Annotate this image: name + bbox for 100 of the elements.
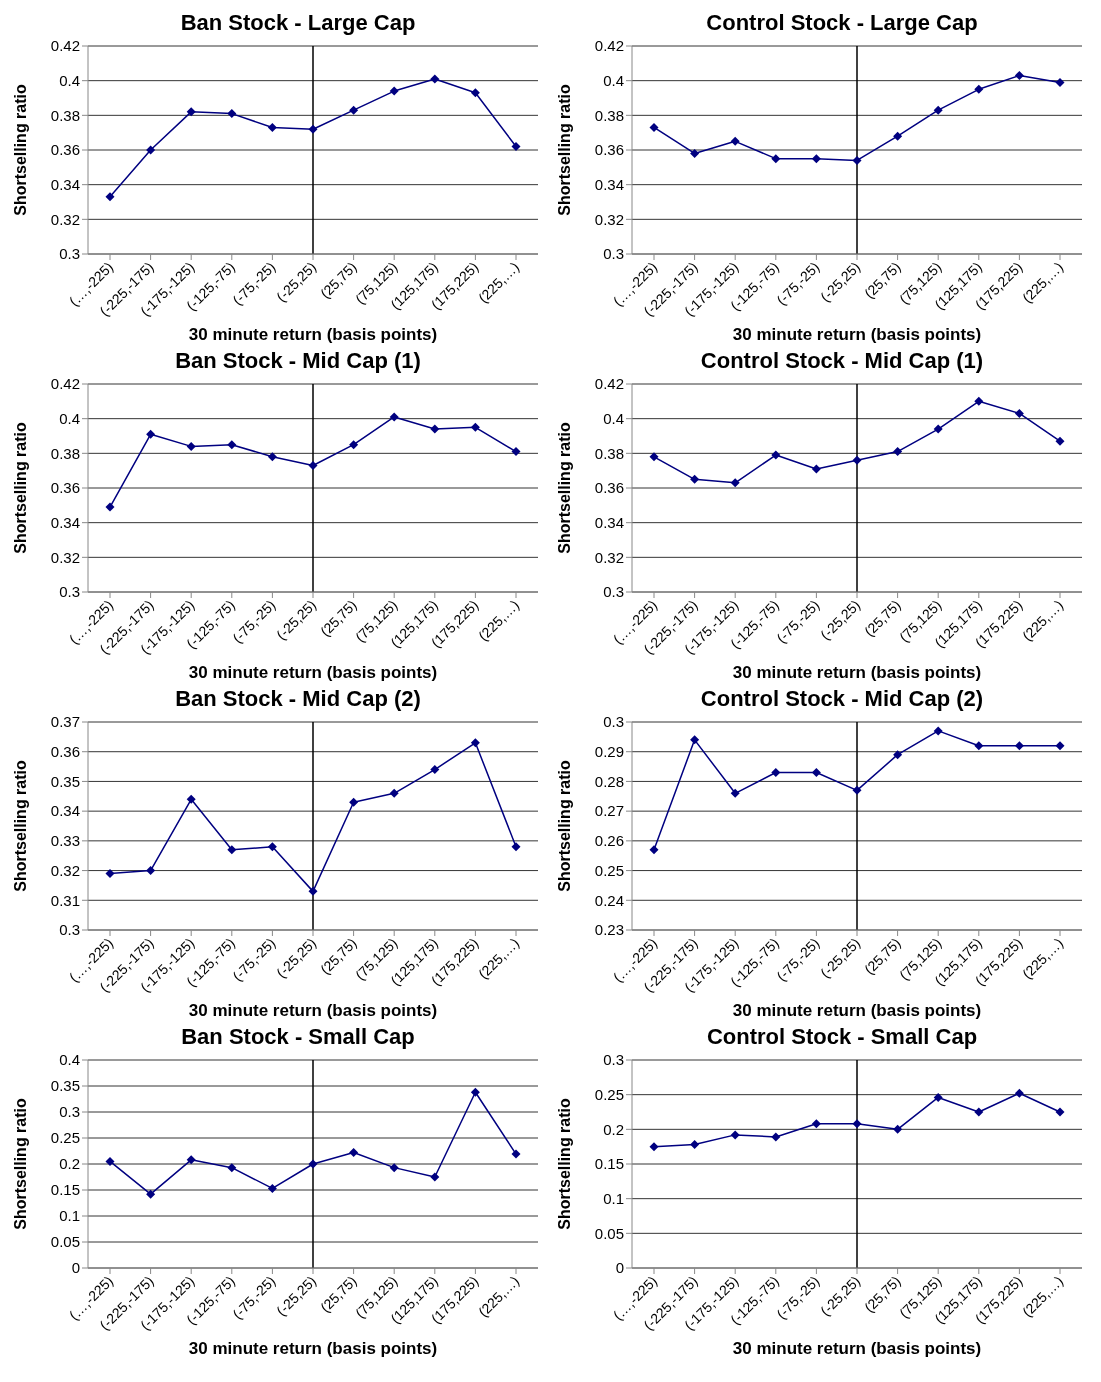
point (227, 440, 237, 450)
point (511, 142, 521, 152)
y-tick-label: 0.26 (594, 832, 624, 850)
point (430, 765, 440, 775)
point (267, 452, 277, 462)
point (430, 74, 440, 84)
y-tick-label: 0.31 (50, 891, 80, 909)
point (470, 422, 480, 432)
y-tick-label: 0.25 (594, 1085, 624, 1103)
point (649, 845, 659, 855)
point (730, 478, 740, 488)
y-tick-label: 0.15 (594, 1155, 624, 1173)
point (771, 768, 781, 778)
point (1055, 77, 1065, 87)
point (649, 122, 659, 132)
point (690, 474, 700, 484)
y-tick-label: 0.34 (50, 175, 80, 193)
point (511, 447, 521, 457)
y-tick-label: 0.28 (594, 772, 624, 790)
y-tick-label: 0.37 (50, 713, 80, 731)
y-tick-label: 0.05 (594, 1224, 624, 1242)
y-tick-label: 0 (71, 1259, 80, 1277)
point (649, 452, 659, 462)
point (852, 1119, 862, 1129)
chart-title: Control Stock - Large Cap (705, 9, 979, 37)
y-tick-label: 0.25 (50, 1129, 80, 1147)
point (933, 424, 943, 434)
point (771, 1132, 781, 1142)
y-axis-title: Shortselling ratio (555, 1097, 573, 1230)
point (186, 1155, 196, 1165)
x-axis-title: 30 minute return (basis points) (188, 663, 438, 682)
y-tick-label: 0.32 (594, 548, 624, 566)
point (349, 105, 359, 115)
y-tick-label: 0.23 (594, 921, 624, 939)
point (852, 155, 862, 165)
point (389, 412, 399, 422)
y-tick-label: 0.3 (59, 245, 80, 263)
x-axis-title: 30 minute return (basis points) (732, 663, 982, 682)
y-tick-label: 0.25 (594, 861, 624, 879)
chart-title: Ban Stock - Large Cap (179, 9, 417, 37)
point (1014, 741, 1024, 751)
point (267, 122, 277, 132)
point (893, 131, 903, 141)
point (893, 447, 903, 457)
point (1055, 436, 1065, 446)
point (730, 1130, 740, 1140)
y-tick-label: 0.42 (50, 375, 80, 393)
point (267, 1183, 277, 1193)
point (1014, 70, 1024, 80)
point (730, 136, 740, 146)
y-axis-title: Shortselling ratio (555, 759, 573, 892)
y-tick-label: 0.38 (594, 444, 624, 462)
y-tick-label: 0.33 (50, 832, 80, 850)
y-tick-label: 0.38 (594, 106, 624, 124)
point (308, 124, 318, 134)
point (811, 1119, 821, 1129)
y-tick-label: 0.32 (50, 548, 80, 566)
y-axis-title: Shortselling ratio (11, 759, 29, 892)
y-tick-label: 0.1 (59, 1207, 80, 1225)
y-tick-label: 0.3 (603, 1051, 624, 1069)
chart-title: Ban Stock - Mid Cap (2) (174, 685, 422, 713)
point (811, 464, 821, 474)
y-tick-label: 0.42 (594, 37, 624, 55)
y-tick-label: 0.34 (50, 802, 80, 820)
y-tick-label: 0.42 (50, 37, 80, 55)
chart-title: Control Stock - Mid Cap (2) (699, 685, 985, 713)
y-tick-label: 0 (615, 1259, 624, 1277)
point (430, 424, 440, 434)
point (349, 797, 359, 807)
point (105, 869, 115, 879)
y-tick-label: 0.34 (594, 513, 624, 531)
point (690, 1140, 700, 1150)
y-tick-label: 0.3 (603, 713, 624, 731)
y-tick-label: 0.36 (50, 479, 80, 497)
chart-title: Ban Stock - Mid Cap (1) (174, 347, 422, 375)
point (227, 845, 237, 855)
point (974, 396, 984, 406)
point (974, 84, 984, 94)
y-tick-label: 0.34 (50, 513, 80, 531)
point (470, 738, 480, 748)
y-tick-label: 0.24 (594, 891, 624, 909)
y-tick-label: 0.35 (50, 1077, 80, 1095)
point (389, 788, 399, 798)
point (308, 460, 318, 470)
point (1014, 408, 1024, 418)
point (893, 1124, 903, 1134)
y-tick-label: 0.36 (50, 743, 80, 761)
point (308, 1159, 318, 1169)
y-tick-label: 0.32 (594, 210, 624, 228)
point (933, 105, 943, 115)
y-axis-title: Shortselling ratio (11, 421, 29, 554)
point (389, 1163, 399, 1173)
point (105, 1156, 115, 1166)
y-tick-label: 0.4 (59, 409, 80, 427)
point (933, 1092, 943, 1102)
point (852, 455, 862, 465)
point (811, 154, 821, 164)
y-tick-label: 0.2 (603, 1120, 624, 1138)
point (146, 866, 156, 876)
point (186, 441, 196, 451)
